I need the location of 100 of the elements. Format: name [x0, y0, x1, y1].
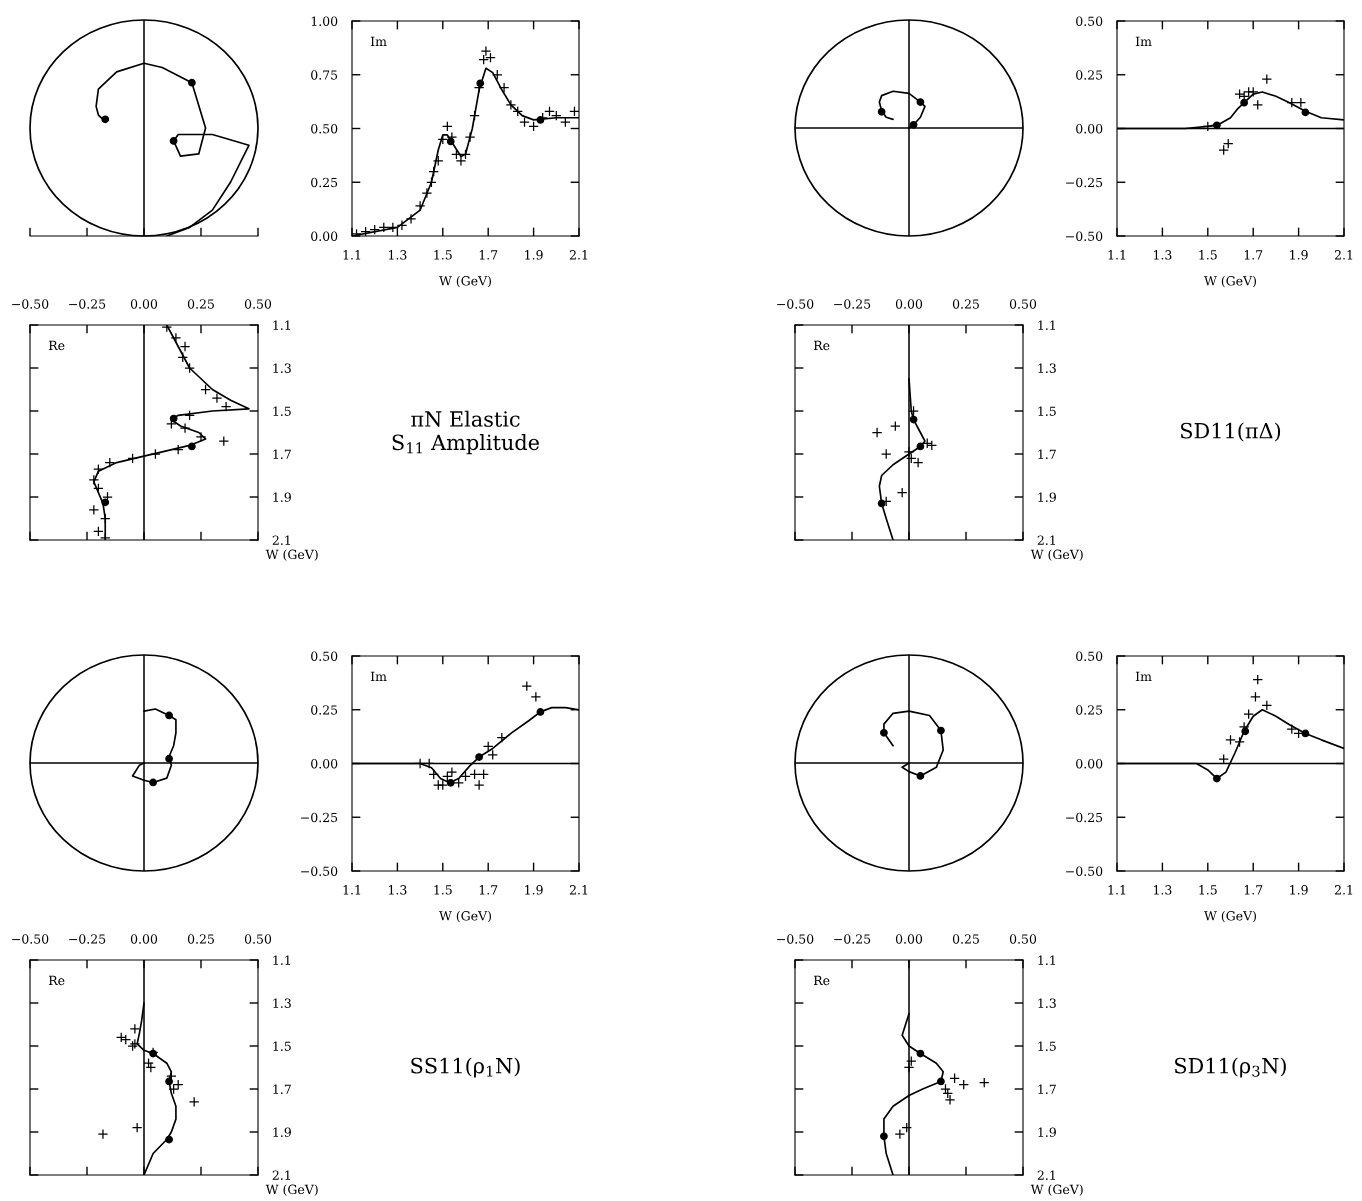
y-tick-label: 0.75 — [311, 70, 338, 80]
y-tick-label: 1.7 — [1038, 449, 1056, 459]
x-tick-label: 0.00 — [895, 934, 923, 944]
y-tick-label: 1.3 — [273, 363, 291, 373]
x-axis-title: W (GeV) — [1204, 910, 1256, 923]
x-tick-label: 0.00 — [130, 299, 158, 309]
annotation: Im — [1135, 36, 1152, 46]
x-tick-label: 1.1 — [1108, 250, 1126, 260]
y-tick-label: 0.25 — [1076, 70, 1103, 80]
y-tick-label: 0.50 — [1076, 651, 1103, 661]
x-tick-label: 0.25 — [187, 934, 214, 944]
y-axis-title: W (GeV) — [265, 549, 318, 561]
y-tick-label: 1.9 — [1038, 492, 1056, 502]
y-tick-label: 0.50 — [311, 123, 338, 134]
y-tick-label: 1.7 — [273, 1084, 291, 1094]
x-tick-label: 1.9 — [1290, 250, 1308, 260]
y-tick-label: 2.1 — [272, 1170, 290, 1180]
x-tick-label: 1.1 — [1108, 885, 1126, 895]
y-tick-label: 0.25 — [1076, 705, 1103, 715]
y-tick-label: 0.25 — [311, 705, 338, 715]
x-tick-label: 1.5 — [434, 250, 452, 260]
y-tick-label: 0.00 — [1076, 123, 1103, 134]
y-tick-label: 1.5 — [1038, 1041, 1056, 1051]
y-tick-label: 1.1 — [1038, 320, 1055, 330]
y-tick-label: 1.7 — [1038, 1084, 1056, 1094]
y-tick-label: −0.50 — [301, 866, 338, 876]
annotation: Im — [1135, 671, 1152, 681]
y-tick-label: 1.9 — [273, 492, 291, 502]
annotation: Re — [813, 975, 830, 986]
y-tick-label: 1.1 — [273, 955, 290, 965]
x-tick-label: 1.3 — [388, 250, 407, 260]
x-tick-label: 1.7 — [1244, 885, 1263, 895]
x-tick-label: −0.50 — [12, 934, 49, 944]
x-tick-label: −0.50 — [777, 934, 814, 944]
x-tick-label: −0.25 — [834, 934, 871, 944]
y-tick-label: −0.25 — [1066, 177, 1103, 188]
annotation: Re — [48, 975, 65, 986]
x-tick-label: 1.3 — [1153, 250, 1172, 260]
y-tick-label: 2.1 — [272, 535, 290, 545]
annotation: Re — [48, 340, 65, 351]
x-tick-label: 0.25 — [952, 934, 979, 944]
x-tick-label: −0.50 — [777, 299, 814, 309]
y-axis-title: W (GeV) — [1030, 549, 1083, 561]
y-tick-label: 0.00 — [1076, 758, 1103, 769]
y-tick-label: 0.00 — [311, 231, 338, 241]
y-tick-label: −0.25 — [1066, 812, 1103, 823]
y-tick-label: 2.1 — [1037, 535, 1055, 545]
x-tick-label: 1.1 — [343, 250, 361, 260]
x-tick-label: −0.25 — [834, 299, 871, 309]
y-tick-label: 1.3 — [1038, 363, 1056, 373]
x-tick-label: 1.3 — [388, 885, 407, 895]
x-tick-label: 0.50 — [244, 299, 272, 309]
y-tick-label: −0.50 — [1066, 231, 1103, 241]
y-axis-title: W (GeV) — [265, 1184, 318, 1196]
x-tick-label: 0.25 — [952, 299, 979, 309]
y-tick-label: 1.7 — [273, 449, 291, 459]
x-tick-label: 1.7 — [479, 250, 498, 260]
y-tick-label: 1.1 — [1038, 955, 1055, 965]
x-tick-label: 2.1 — [1334, 250, 1353, 260]
y-tick-label: 1.9 — [273, 1127, 291, 1137]
x-tick-label: −0.25 — [69, 299, 106, 309]
text: πN Elastic S$_{11}$ Amplitude — [392, 410, 539, 455]
x-tick-label: 0.50 — [244, 934, 272, 944]
x-tick-label: 1.7 — [479, 885, 498, 895]
y-tick-label: 1.5 — [273, 406, 291, 416]
text: SS11(ρ$_{1}$N) — [411, 1057, 520, 1078]
y-tick-label: 1.5 — [1038, 406, 1056, 416]
x-tick-label: 1.1 — [343, 885, 361, 895]
y-tick-label: 0.00 — [311, 758, 338, 769]
y-tick-label: 0.50 — [311, 651, 338, 661]
y-tick-label: 0.50 — [1076, 16, 1103, 26]
x-tick-label: −0.25 — [69, 934, 106, 944]
y-tick-label: 1.3 — [273, 998, 291, 1008]
x-tick-label: 0.25 — [187, 299, 214, 309]
x-tick-label: 1.9 — [525, 250, 543, 260]
annotation: Im — [370, 671, 387, 681]
x-axis-title: W (GeV) — [1204, 275, 1256, 288]
y-tick-label: 1.5 — [273, 1041, 291, 1051]
x-tick-label: 2.1 — [1334, 885, 1353, 895]
x-tick-label: 1.5 — [434, 885, 452, 895]
y-tick-label: 1.3 — [1038, 998, 1056, 1008]
x-tick-label: 0.50 — [1009, 934, 1037, 944]
x-tick-label: 1.9 — [1290, 885, 1308, 895]
x-tick-label: −0.50 — [12, 299, 49, 309]
x-tick-label: 2.1 — [569, 250, 588, 260]
y-tick-label: 2.1 — [1037, 1170, 1055, 1180]
x-tick-label: 1.7 — [1244, 250, 1263, 260]
y-tick-label: 1.9 — [1038, 1127, 1056, 1137]
y-tick-label: 0.25 — [311, 177, 338, 188]
x-tick-label: 2.1 — [569, 885, 588, 895]
x-tick-label: 0.00 — [130, 934, 158, 944]
x-tick-label: 0.50 — [1009, 299, 1037, 309]
text: SD11(πΔ) — [1181, 422, 1281, 442]
x-tick-label: 1.3 — [1153, 885, 1172, 895]
x-tick-label: 1.9 — [525, 885, 543, 895]
y-axis-title: W (GeV) — [1030, 1184, 1083, 1196]
annotation: Im — [370, 36, 387, 46]
y-tick-label: 1.00 — [311, 16, 338, 26]
y-tick-label: 1.1 — [273, 320, 290, 330]
x-axis-title: W (GeV) — [439, 910, 491, 923]
